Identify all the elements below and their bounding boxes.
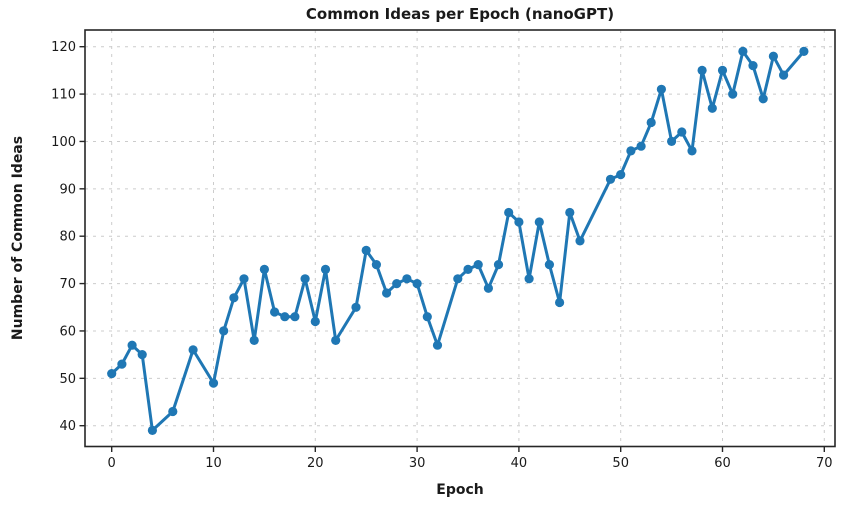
data-point (738, 46, 748, 57)
data-point (514, 217, 524, 227)
data-point (758, 94, 768, 104)
data-point (137, 350, 147, 360)
data-point (493, 260, 504, 270)
x-tick-label: 40 (511, 456, 528, 471)
data-point (677, 127, 687, 137)
y-tick-label: 60 (59, 324, 76, 339)
axes: 0 10 20 30 40 50 60 70 40 50 60 70 80 90 100 110 120 (51, 29, 836, 471)
data-point (412, 279, 422, 289)
data-point (422, 312, 432, 322)
data-point (259, 264, 269, 274)
data-point (188, 345, 198, 355)
data-point (219, 326, 229, 336)
x-tick-label: 0 (108, 456, 116, 471)
data-point (768, 51, 779, 61)
y-tick-label: 90 (59, 182, 76, 197)
data-point (544, 260, 555, 270)
y-tick-label: 70 (59, 277, 76, 292)
data-point (331, 335, 341, 345)
y-tick-label: 120 (51, 40, 76, 55)
data-point (799, 46, 809, 57)
data-point (432, 340, 443, 350)
data-point (361, 245, 371, 255)
data-point (463, 264, 473, 274)
y-axis-label: Number of Common Ideas (10, 136, 26, 340)
data-point (290, 312, 300, 322)
data-point (371, 260, 381, 270)
data-point (392, 279, 402, 289)
data-point (483, 283, 493, 293)
data-point (555, 297, 565, 308)
data-point (636, 141, 646, 151)
x-tick-label: 60 (714, 456, 731, 471)
data-point (310, 316, 320, 327)
data-point (107, 369, 117, 379)
data-point (249, 335, 259, 345)
data-point (524, 274, 534, 284)
data-point (667, 136, 677, 146)
data-point (382, 288, 392, 298)
data-point (300, 274, 310, 284)
data-point (229, 293, 239, 303)
data-point (748, 61, 758, 71)
data-point (779, 70, 789, 80)
data-point (656, 84, 667, 94)
data-point (453, 274, 463, 284)
data-point (351, 302, 361, 312)
y-tick-label: 40 (59, 419, 76, 434)
y-tick-label: 100 (51, 135, 76, 150)
x-tick-label: 20 (307, 456, 324, 471)
y-tick-label: 80 (59, 230, 76, 245)
y-tick-label: 110 (51, 88, 76, 103)
plot-border (84, 29, 836, 448)
data-point (270, 307, 280, 317)
data-point (168, 406, 178, 417)
data-point (280, 312, 290, 322)
x-tick-label: 70 (816, 456, 833, 471)
data-series (107, 46, 809, 435)
data-point (646, 117, 656, 128)
data-point (117, 359, 127, 369)
x-axis-label: Epoch (436, 482, 483, 498)
data-point (504, 207, 514, 218)
data-point (616, 170, 626, 180)
gridlines (85, 30, 835, 447)
data-point (728, 89, 738, 99)
data-point (239, 274, 249, 284)
data-point (565, 207, 575, 218)
x-tick-label: 50 (612, 456, 629, 471)
data-point (605, 174, 616, 184)
data-point (127, 340, 137, 350)
data-point (147, 425, 157, 435)
data-point (208, 378, 219, 388)
data-point (687, 146, 697, 156)
data-point (697, 65, 707, 75)
data-point (626, 146, 636, 156)
data-point (707, 103, 717, 113)
data-point (717, 65, 728, 75)
series-line (110, 49, 806, 432)
data-point (473, 260, 483, 270)
data-point (402, 274, 412, 284)
x-tick-label: 10 (205, 456, 222, 471)
y-tick-label: 50 (59, 372, 76, 387)
x-tick-label: 30 (409, 456, 426, 471)
data-point (575, 236, 585, 246)
chart-title: Common Ideas per Epoch (nanoGPT) (306, 5, 614, 23)
data-point (534, 217, 544, 227)
data-point (320, 264, 331, 274)
